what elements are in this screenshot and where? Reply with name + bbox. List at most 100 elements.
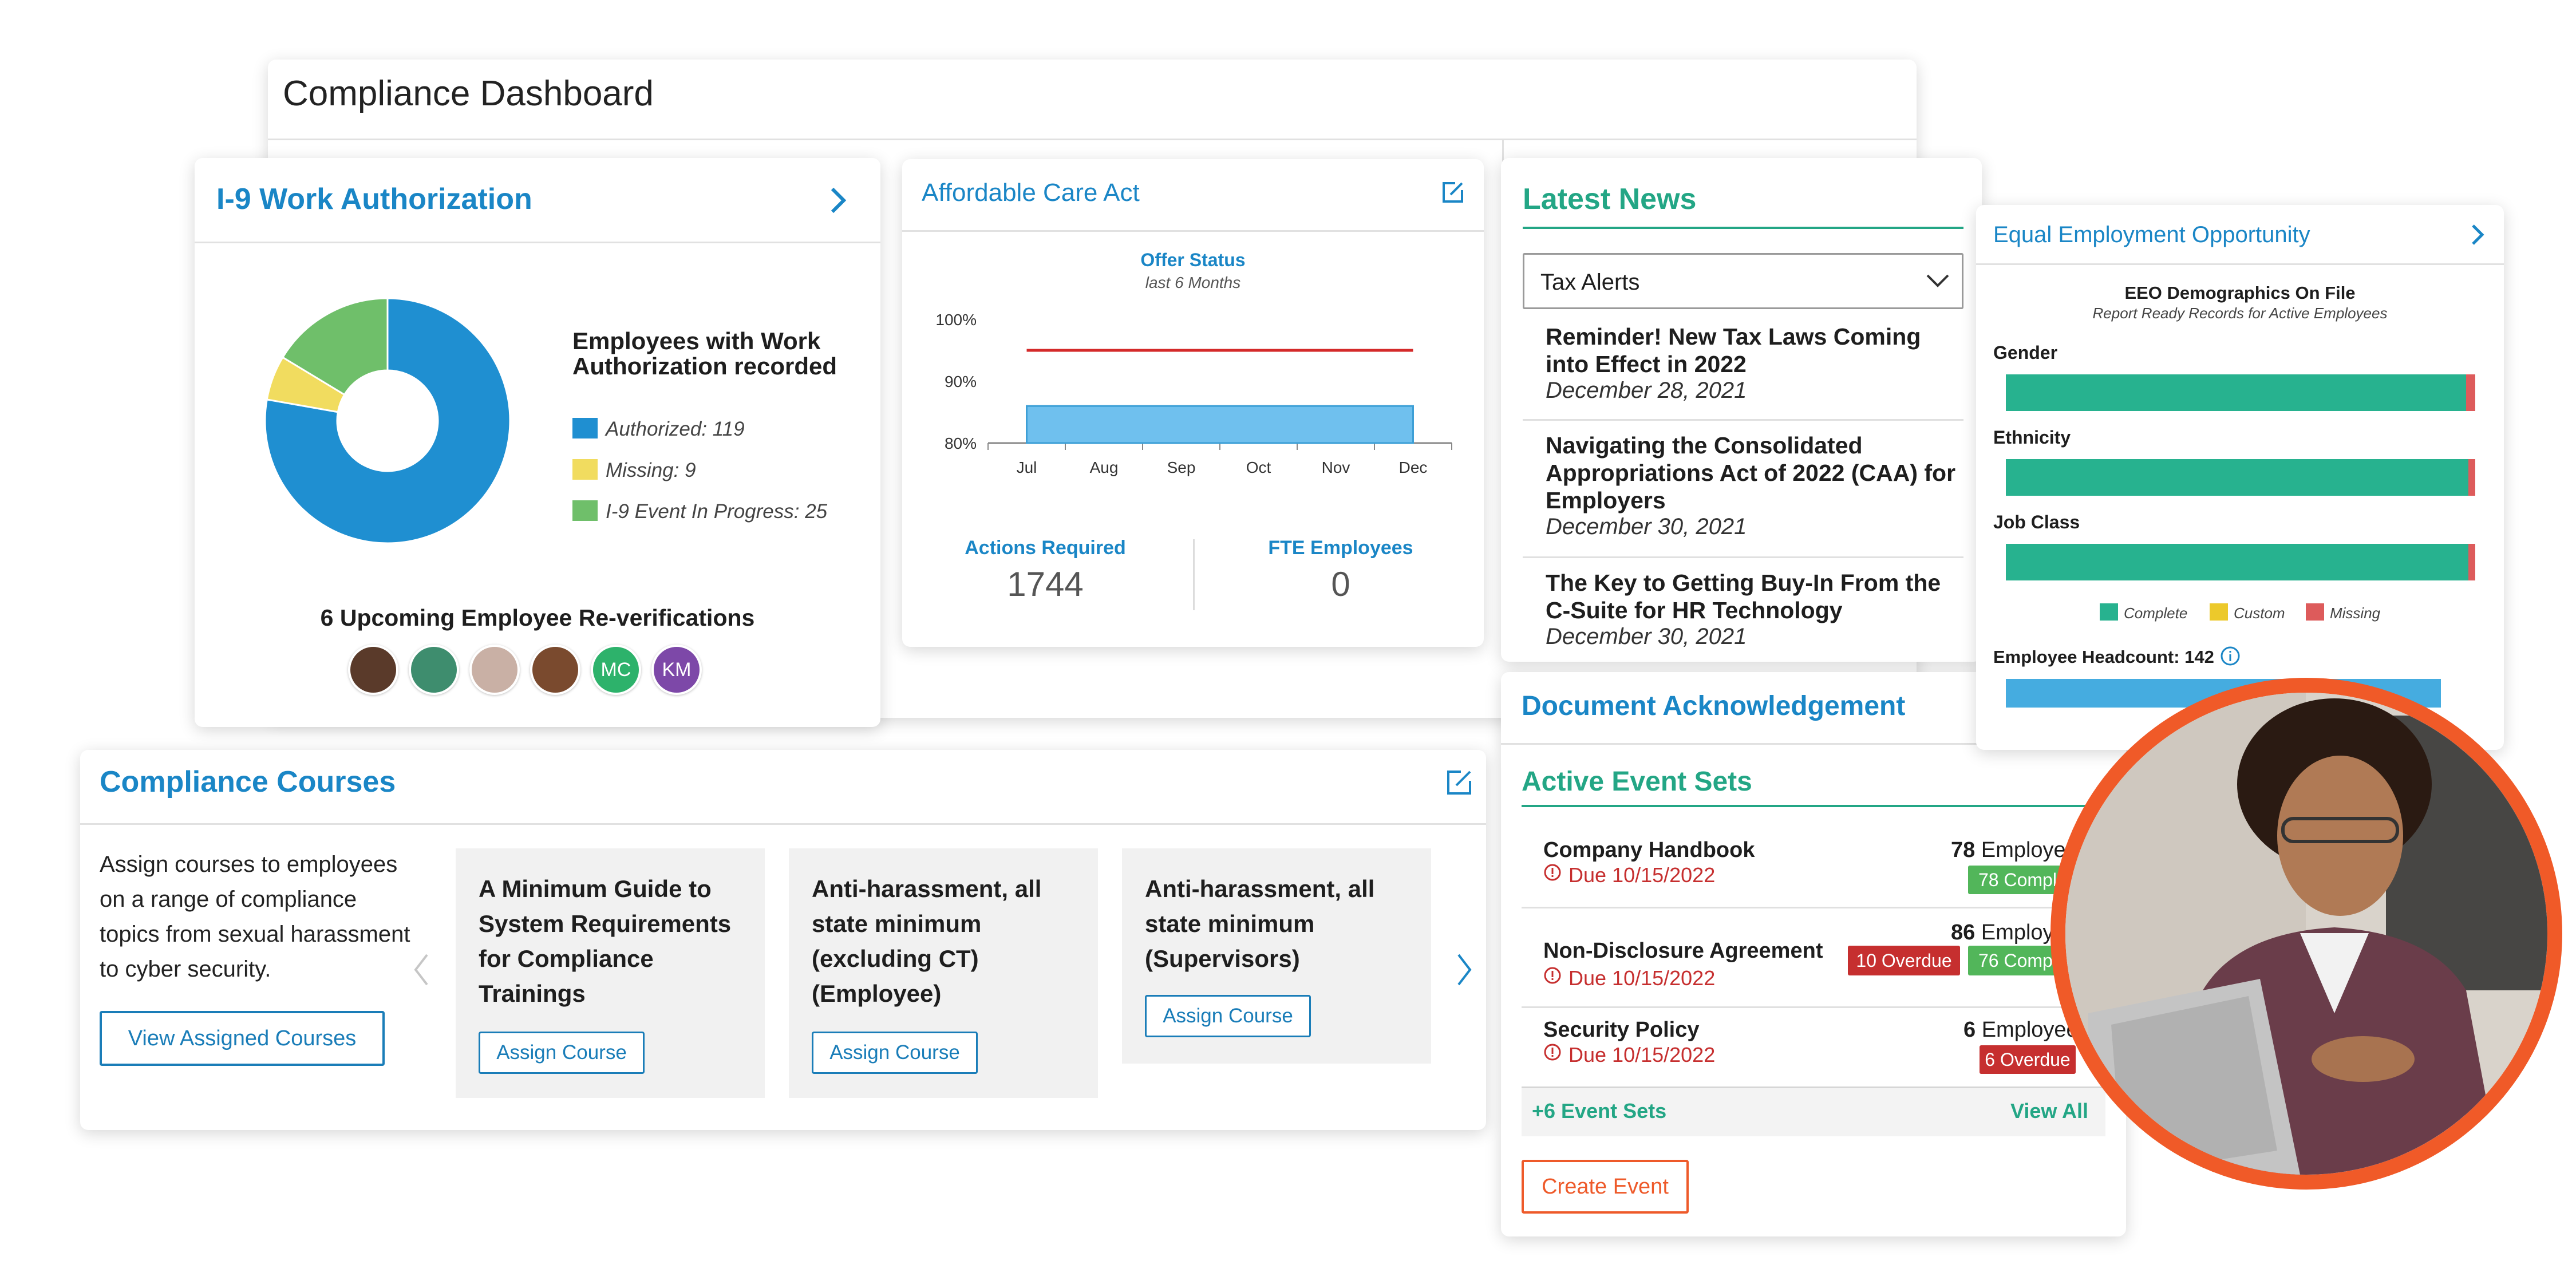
view-assigned-courses-button[interactable]: View Assigned Courses (100, 1011, 385, 1066)
news-item-title[interactable]: Navigating the Consolidated Appropriatio… (1546, 432, 1956, 513)
bar-job-class (2006, 544, 2475, 580)
x-tick-label: Sep (1167, 459, 1196, 476)
course-tile: A Minimum Guide to System Requirements f… (456, 848, 765, 1098)
avatar[interactable] (348, 645, 398, 695)
avatar[interactable] (530, 645, 580, 695)
aca-divider (902, 230, 1484, 232)
course-tile: Anti-harassment, all state minimum (Supe… (1122, 848, 1431, 1064)
event-employee-count: 6 Employee (1963, 1018, 2079, 1042)
legend-label-authorized: Authorized: 119 (606, 418, 745, 440)
edit-icon[interactable] (1445, 768, 1473, 800)
i9-donut-chart (264, 297, 511, 544)
bar-segment-complete (2006, 374, 2466, 411)
view-all-link[interactable]: View All (2010, 1099, 2089, 1123)
bar-label-ethnicity: Ethnicity (1993, 427, 2071, 448)
fte-employees-label: FTE Employees (1268, 537, 1413, 559)
assign-course-button[interactable]: Assign Course (812, 1032, 978, 1074)
bar-ethnicity (2006, 459, 2475, 496)
bar-label-gender: Gender (1993, 342, 2058, 363)
reverification-title: 6 Upcoming Employee Re-verifications (320, 605, 755, 631)
eeo-chart-subtitle: Report Ready Records for Active Employee… (2092, 305, 2388, 322)
event-employee-count: 78 Employe (1951, 838, 2066, 863)
eeo-legend-swatch-missing (2306, 603, 2324, 621)
active-event-sets-title: Active Event Sets (1522, 767, 1752, 797)
doc-ack-divider (1501, 743, 2126, 745)
edit-icon[interactable] (1440, 180, 1465, 208)
event-due-date: Due 10/15/2022 (1568, 1043, 1716, 1066)
x-tick-label: Dec (1399, 459, 1428, 476)
assign-course-button[interactable]: Assign Course (479, 1032, 645, 1074)
event-name[interactable]: Non-Disclosure Agreement (1543, 939, 1823, 963)
y-tick-label: 100% (935, 311, 977, 329)
offer-status-subtitle: last 6 Months (1145, 274, 1241, 291)
event-row-divider (1522, 907, 2105, 908)
offer-status-title: Offer Status (1140, 250, 1246, 270)
eeo-legend-swatch-custom (2210, 603, 2228, 621)
carousel-prev-icon[interactable] (411, 951, 432, 991)
actions-required-value: 1744 (1007, 565, 1084, 603)
courses-title: Compliance Courses (100, 765, 396, 799)
carousel-next-icon[interactable] (1454, 951, 1475, 991)
news-item-divider (1523, 419, 1963, 421)
event-due-date: Due 10/15/2022 (1568, 863, 1716, 887)
event-count-label: Employ (1981, 920, 2054, 945)
overdue-badge: 10 Overdue (1848, 946, 1960, 975)
i9-card: I-9 Work Authorization Employees with Wo… (195, 158, 880, 727)
dashboard-title: Compliance Dashboard (283, 74, 654, 113)
event-name[interactable]: Company Handbook (1543, 838, 1755, 862)
aca-card: Affordable Care Act Offer Status last 6 … (902, 159, 1484, 647)
courses-card: Compliance Courses Assign courses to emp… (80, 750, 1486, 1130)
eeo-legend-missing: Missing (2330, 605, 2381, 622)
eeo-legend-swatch-complete (2100, 603, 2118, 621)
create-event-button[interactable]: Create Event (1522, 1160, 1689, 1214)
avatar-mc[interactable]: MC (591, 645, 641, 695)
legend-swatch-authorized (572, 418, 598, 438)
news-category-value: Tax Alerts (1540, 270, 1640, 295)
courses-description: Assign courses to employees on a range o… (100, 852, 410, 982)
stat-divider (1193, 539, 1195, 610)
i9-divider (195, 242, 880, 243)
actions-required-label: Actions Required (965, 537, 1126, 559)
doc-ack-card: Document Acknowledgement Active Event Se… (1501, 672, 2126, 1236)
chevron-right-icon[interactable] (2468, 222, 2487, 250)
overdue-badge: 6 Overdue (1980, 1045, 2076, 1074)
chevron-down-icon (1925, 271, 1950, 294)
news-item-title[interactable]: The Key to Getting Buy-In From the C-Sui… (1546, 570, 1941, 623)
x-tick-label: Oct (1246, 459, 1271, 476)
avatar[interactable] (409, 645, 459, 695)
i9-title[interactable]: I-9 Work Authorization (216, 183, 532, 216)
i9-legend-title: Employees with Work Authorization record… (572, 327, 837, 380)
event-employee-count: 86 Employ (1951, 920, 2054, 945)
bar-segment-complete (2006, 544, 2468, 580)
alert-icon (1543, 1043, 1562, 1064)
chevron-right-icon[interactable] (827, 184, 850, 219)
event-sets-divider (1522, 805, 2105, 807)
assign-course-button[interactable]: Assign Course (1145, 995, 1311, 1037)
info-icon[interactable] (2220, 646, 2241, 669)
course-title: Anti-harassment, all state minimum (Supe… (1145, 875, 1375, 972)
course-tile: Anti-harassment, all state minimum (excl… (789, 848, 1098, 1098)
alert-icon (1543, 863, 1562, 884)
bar-gender (2006, 374, 2475, 411)
more-event-sets-link[interactable]: +6 Event Sets (1532, 1099, 1667, 1123)
news-category-select[interactable]: Tax Alerts (1523, 253, 1963, 309)
series-area (1026, 405, 1414, 444)
avatar-km[interactable]: KM (651, 645, 702, 695)
eeo-title[interactable]: Equal Employment Opportunity (1993, 222, 2310, 247)
news-divider (1523, 227, 1963, 229)
news-item-title[interactable]: Reminder! New Tax Laws Coming into Effec… (1546, 323, 1921, 377)
legend-swatch-in-progress (572, 500, 598, 521)
legend-swatch-missing (572, 459, 598, 480)
news-card: Latest News Tax Alerts Reminder! New Tax… (1501, 158, 1982, 662)
news-item-date: December 30, 2021 (1546, 624, 1747, 649)
eeo-divider (1976, 263, 2504, 265)
avatar[interactable] (469, 645, 520, 695)
news-title: Latest News (1523, 183, 1697, 216)
donut-slice-0 (264, 297, 511, 544)
person-photo (2050, 678, 2562, 1190)
aca-title: Affordable Care Act (922, 179, 1140, 207)
event-name[interactable]: Security Policy (1543, 1018, 1700, 1042)
donut-slice-2 (281, 297, 389, 396)
dashboard-column-divider (1502, 140, 1504, 174)
alert-icon (1543, 966, 1562, 987)
